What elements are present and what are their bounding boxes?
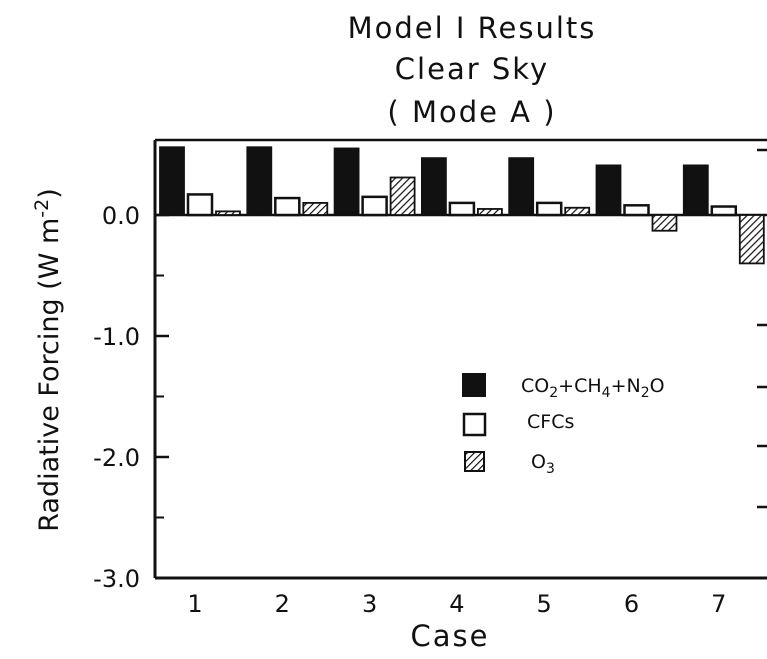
chart-title-line-1: Model I Results [348,11,597,45]
x-tick-group: 1 2 3 4 5 6 7 [187,590,726,618]
bar-open-case-1 [186,193,214,217]
bar-hatched-case-2 [302,201,329,216]
bar-hatched-case-7 [738,214,765,265]
x-axis-label: Case [411,619,490,653]
bar-hatched-case-5 [564,206,591,216]
x-tick-label: 3 [362,590,377,618]
bar-open-case-7 [710,205,738,217]
bar-open-case-5 [535,201,563,217]
legend-label-co2-ch4-n2o: CO2+CH4+N2O [521,375,665,401]
bar-solid-case-1 [159,146,185,216]
bar-solid-case-7 [682,164,709,216]
y-tick-label: 0.0 [102,202,140,230]
bar-open-case-3 [361,195,388,217]
y-tick-label: -2.0 [93,444,140,472]
bar-hatched-case-3 [389,176,416,216]
x-tick-label: 2 [275,590,290,618]
y-axis-label-superscript: -2 [31,199,53,218]
bar-open-case-6 [623,204,650,217]
chart-title-line-3: ( Mode A ) [387,95,556,129]
y-axis-label: Radiative Forcing (W m-2) [31,188,65,532]
bar-solid-case-4 [420,157,447,216]
x-tick-label: 4 [449,590,464,618]
right-axis-ticks [757,148,767,509]
legend-swatch-cfcs [462,412,487,437]
bar-open-case-2 [274,196,301,217]
bar-solid-case-6 [595,164,622,216]
bar-hatched-case-1 [215,210,241,216]
legend-label-cfcs: CFCs [527,411,574,433]
legend: CO2+CH4+N2O CFCs O3 [462,373,665,477]
x-tick-label: 5 [537,590,552,618]
bar-group [159,146,765,265]
legend-swatch-co2-ch4-n2o [462,373,486,397]
bar-hatched-case-4 [476,208,503,216]
x-tick-label: 6 [624,590,639,618]
y-tick-label: -1.0 [93,323,140,351]
legend-label-o3: O3 [531,451,555,477]
x-tick-label: 7 [711,590,726,618]
x-tick-label: 1 [187,590,202,618]
bar-solid-case-2 [246,146,273,216]
y-axis-label-close: ) [34,188,65,199]
chart-title-line-2: Clear Sky [395,52,549,86]
bar-open-case-4 [448,201,476,217]
bar-solid-case-3 [333,147,360,216]
bar-hatched-case-6 [651,214,678,232]
y-tick-group: 0.0 -1.0 -2.0 -3.0 [93,202,169,593]
legend-swatch-o3 [464,451,485,472]
bar-solid-case-5 [508,157,535,216]
y-tick-label: -3.0 [93,565,140,593]
